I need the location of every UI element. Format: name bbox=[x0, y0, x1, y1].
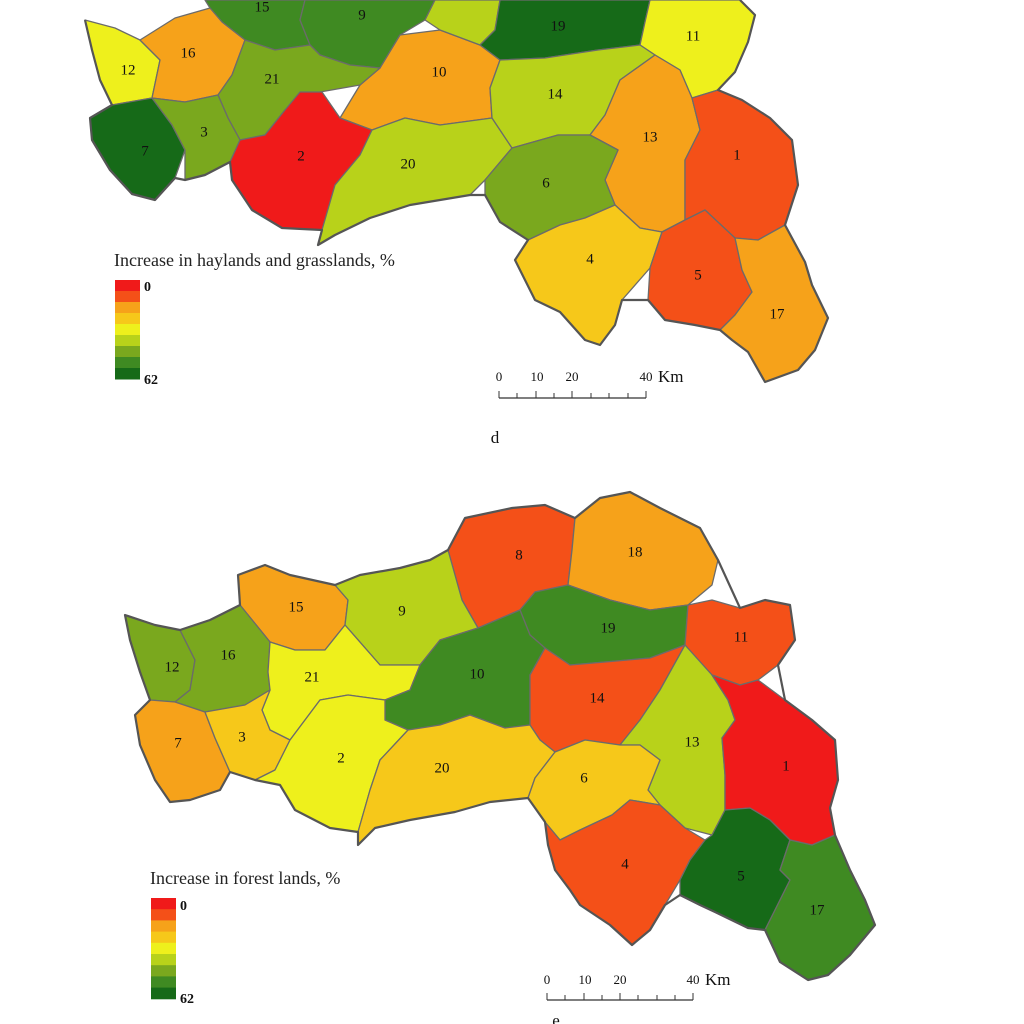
map-e-district-labels: 8 18 15 9 19 11 12 16 21 10 14 7 3 13 2 … bbox=[165, 544, 826, 918]
district-label: 7 bbox=[141, 143, 149, 159]
legend-swatch bbox=[151, 954, 176, 966]
scale-unit: Km bbox=[705, 970, 731, 989]
district-label: 21 bbox=[305, 669, 320, 685]
district-label: 20 bbox=[435, 760, 450, 776]
district-label: 7 bbox=[174, 735, 182, 751]
legend-swatch bbox=[151, 965, 176, 977]
district-label: 18 bbox=[628, 544, 643, 560]
scale-tick-label: 10 bbox=[531, 369, 544, 384]
legend-title: Increase in forest lands, % bbox=[150, 868, 340, 888]
district-label: 17 bbox=[810, 902, 826, 918]
district-label: 9 bbox=[398, 603, 406, 619]
legend-swatch bbox=[115, 280, 140, 292]
map-d-legend: Increase in haylands and grasslands, % 0… bbox=[114, 250, 395, 388]
legend-color-ramp bbox=[151, 898, 176, 1000]
district-label: 2 bbox=[337, 750, 345, 766]
district-label: 12 bbox=[121, 62, 136, 78]
legend-min-label: 0 bbox=[180, 899, 187, 914]
legend-swatch bbox=[115, 357, 140, 369]
legend-swatch bbox=[151, 920, 176, 933]
scale-tick-label: 0 bbox=[496, 369, 503, 384]
district-label: 16 bbox=[221, 647, 237, 663]
district-label: 19 bbox=[551, 18, 566, 34]
legend-swatch bbox=[151, 909, 176, 921]
legend-swatch bbox=[151, 942, 176, 955]
legend-swatch bbox=[115, 302, 140, 314]
scale-tick-label: 40 bbox=[687, 972, 700, 987]
map-e-outline bbox=[123, 490, 877, 982]
map-e-scale-bar: 0 10 20 40 Km bbox=[544, 970, 731, 1001]
legend-min-label: 0 bbox=[144, 280, 151, 295]
legend-swatch bbox=[115, 368, 140, 380]
district-label: 11 bbox=[686, 28, 700, 44]
district-label: 12 bbox=[165, 659, 180, 675]
scale-tick-label: 20 bbox=[614, 972, 627, 987]
district-label: 15 bbox=[255, 0, 270, 15]
district-label: 13 bbox=[643, 129, 658, 145]
district-label: 10 bbox=[470, 666, 485, 682]
map-d: 15 9 19 11 12 16 21 10 14 7 3 13 2 1 20 … bbox=[83, 0, 830, 447]
district-label: 15 bbox=[289, 599, 304, 615]
legend-swatch bbox=[151, 931, 176, 944]
district-18 bbox=[567, 491, 719, 611]
map-e: 8 18 15 9 19 11 12 16 21 10 14 7 3 13 2 … bbox=[123, 490, 877, 1024]
district-label: 13 bbox=[685, 734, 700, 750]
legend-swatch bbox=[151, 976, 176, 989]
district-label: 9 bbox=[358, 7, 366, 23]
district-label: 2 bbox=[297, 148, 305, 164]
map-e-legend: Increase in forest lands, % 0 62 bbox=[150, 868, 340, 1007]
scale-unit: Km bbox=[658, 367, 684, 386]
district-label: 1 bbox=[782, 758, 790, 774]
legend-swatch bbox=[151, 987, 176, 1000]
district-label: 1 bbox=[733, 147, 741, 163]
legend-color-ramp bbox=[115, 280, 140, 380]
legend-title: Increase in haylands and grasslands, % bbox=[114, 250, 395, 270]
scale-tick-label: 10 bbox=[579, 972, 592, 987]
district-label: 5 bbox=[737, 868, 745, 884]
district-label: 3 bbox=[200, 124, 208, 140]
legend-swatch bbox=[115, 335, 140, 347]
district-label: 3 bbox=[238, 729, 246, 745]
legend-swatch bbox=[115, 313, 140, 325]
district-label: 17 bbox=[770, 306, 786, 322]
scale-tick-label: 0 bbox=[544, 972, 551, 987]
district-label: 10 bbox=[432, 64, 447, 80]
district-label: 8 bbox=[515, 547, 523, 563]
scale-tick-label: 20 bbox=[566, 369, 579, 384]
district-label: 21 bbox=[265, 71, 280, 87]
district-label: 20 bbox=[401, 156, 416, 172]
district-label: 14 bbox=[590, 690, 606, 706]
legend-swatch bbox=[115, 324, 140, 336]
map-d-outline bbox=[83, 0, 830, 384]
district-label: 19 bbox=[601, 620, 616, 636]
panel-label-d: d bbox=[491, 428, 500, 447]
map-d-district-labels: 15 9 19 11 12 16 21 10 14 7 3 13 2 1 20 … bbox=[121, 0, 786, 322]
legend-max-label: 62 bbox=[144, 373, 158, 388]
district-label: 4 bbox=[586, 251, 594, 267]
district-label: 11 bbox=[734, 629, 748, 645]
district-label: 6 bbox=[542, 175, 550, 191]
scale-tick-label: 40 bbox=[640, 369, 653, 384]
legend-swatch bbox=[151, 898, 176, 910]
legend-max-label: 62 bbox=[180, 992, 194, 1007]
district-label: 5 bbox=[694, 267, 702, 283]
district-label: 16 bbox=[181, 45, 197, 61]
district-label: 4 bbox=[621, 856, 629, 872]
district-label: 6 bbox=[580, 770, 588, 786]
district-label: 14 bbox=[548, 86, 564, 102]
panel-label-e: e bbox=[552, 1011, 560, 1024]
legend-swatch bbox=[115, 291, 140, 303]
map-d-scale-bar: 0 10 20 40 Km bbox=[496, 367, 684, 399]
legend-swatch bbox=[115, 346, 140, 358]
